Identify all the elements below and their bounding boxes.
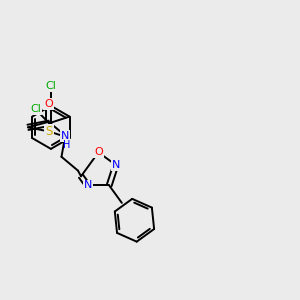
Text: Cl: Cl (30, 104, 41, 114)
Text: N: N (112, 160, 120, 170)
Text: O: O (44, 99, 53, 109)
Text: N: N (61, 130, 69, 141)
Text: N: N (83, 180, 92, 190)
Text: Cl: Cl (46, 81, 56, 91)
Text: S: S (45, 125, 53, 138)
Text: H: H (63, 140, 70, 150)
Text: O: O (94, 147, 103, 157)
